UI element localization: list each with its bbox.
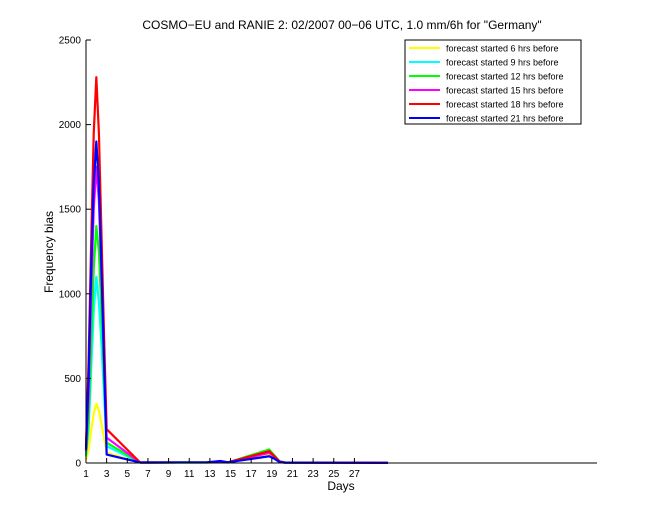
- x-axis-label: Days: [327, 479, 354, 493]
- x-tick-label: 21: [287, 469, 299, 480]
- y-tick-label: 1500: [59, 205, 82, 216]
- legend-label-2: forecast started 9 hrs before: [446, 58, 559, 68]
- y-axis-label: Frequency bias: [42, 211, 56, 293]
- series-line-6: [84, 140, 388, 464]
- x-tick-label: 23: [308, 469, 320, 480]
- y-tick-label: 500: [64, 374, 81, 385]
- x-tick-label: 9: [166, 469, 172, 480]
- legend-items: forecast started 6 hrs before forecast st…: [409, 44, 564, 124]
- y-tick-label: 2500: [59, 36, 82, 47]
- chart-title: COSMO−EU and RANIE 2: 02/2007 00−06 UTC,…: [142, 18, 541, 32]
- x-tick-label: 17: [246, 469, 258, 480]
- legend-label-4: forecast started 15 hrs before: [446, 86, 564, 96]
- x-tick-label: 25: [328, 469, 340, 480]
- axes-layer: 1 3 5 7 9 11 13 15 17 19 21 23 25 2705001000150020002…: [59, 36, 597, 480]
- x-tick-label: 15: [225, 469, 237, 480]
- legend-label-1: forecast started 6 hrs before: [446, 44, 559, 54]
- x-tick-label: 5: [125, 469, 131, 480]
- y-tick-label: 0: [75, 459, 81, 470]
- legend-label-6: forecast started 21 hrs before: [446, 114, 564, 124]
- x-tick-label: 11: [184, 469, 195, 480]
- x-tick-label: 13: [204, 469, 216, 480]
- legend-box: [404, 39, 582, 125]
- legend-label-5: forecast started 18 hrs before: [446, 100, 564, 110]
- y-tick-label: 1000: [59, 289, 82, 300]
- x-tick-label: 3: [104, 469, 110, 480]
- legend: forecast started 6 hrs before forecast st…: [404, 39, 582, 125]
- x-tick-label: 19: [266, 469, 278, 480]
- legend-label-3: forecast started 12 hrs before: [446, 72, 564, 82]
- x-tick-label: 7: [145, 469, 151, 480]
- x-tick-label: 1: [83, 469, 89, 480]
- y-tick-label: 2000: [59, 120, 82, 131]
- x-tick-label: 27: [349, 469, 361, 480]
